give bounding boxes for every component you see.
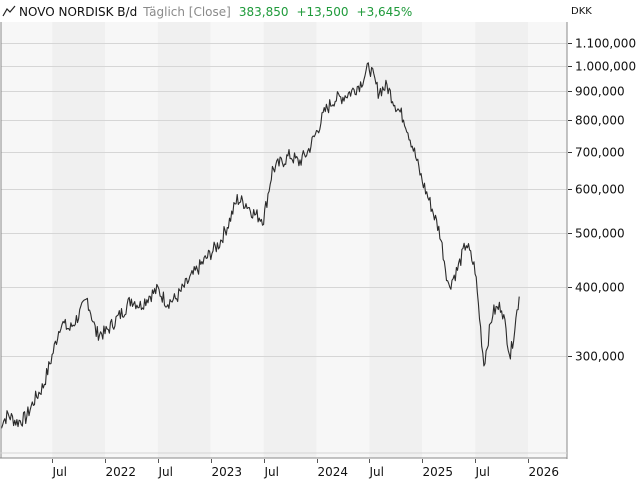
x-tick-label: 2024 (318, 465, 349, 479)
y-tick-label: 1.000,000 (575, 60, 636, 74)
x-tick-label: 2025 (423, 465, 454, 479)
y-tick-label: 800,000 (575, 114, 625, 128)
price-change-pct: +3,645% (356, 5, 413, 19)
y-tick-label: 900,000 (575, 85, 625, 99)
line-chart-icon (2, 5, 16, 20)
x-tick-label: 2023 (212, 465, 243, 479)
price-line (0, 62, 520, 429)
y-tick-label: 400,000 (575, 281, 625, 295)
x-tick-label: Jul (475, 465, 490, 479)
x-axis: Jul 2022 Jul 2023 Jul 2024 Jul 2025 Jul 2026 (52, 459, 560, 479)
time-bands (1, 22, 567, 458)
y-tick-label: 1.100,000 (575, 37, 636, 51)
y-axis: 1.100,000 1.000,000 900,000 800,000 700,000 6… (568, 37, 636, 364)
y-tick-label: 500,000 (575, 227, 625, 241)
last-price: 383,850 (238, 5, 289, 19)
x-tick-label: Jul (264, 465, 279, 479)
period-label: Täglich [Close] (143, 5, 231, 19)
y-tick-label: 700,000 (575, 146, 625, 160)
x-tick-label: 2022 (106, 465, 137, 479)
y-tick-label: 600,000 (575, 183, 625, 197)
currency-label: DKK (571, 6, 592, 17)
x-tick-label: Jul (158, 465, 173, 479)
x-tick-label: 2026 (529, 465, 560, 479)
symbol-name: NOVO NORDISK B/d (19, 5, 138, 19)
y-tick-label: 300,000 (575, 350, 625, 364)
x-tick-label: Jul (52, 465, 67, 479)
price-change: +13,500 (296, 5, 349, 19)
x-tick-label: Jul (369, 465, 384, 479)
chart-header: NOVO NORDISK B/d Täglich [Close] 383,850… (2, 3, 417, 21)
horizontal-gridlines (1, 43, 567, 357)
